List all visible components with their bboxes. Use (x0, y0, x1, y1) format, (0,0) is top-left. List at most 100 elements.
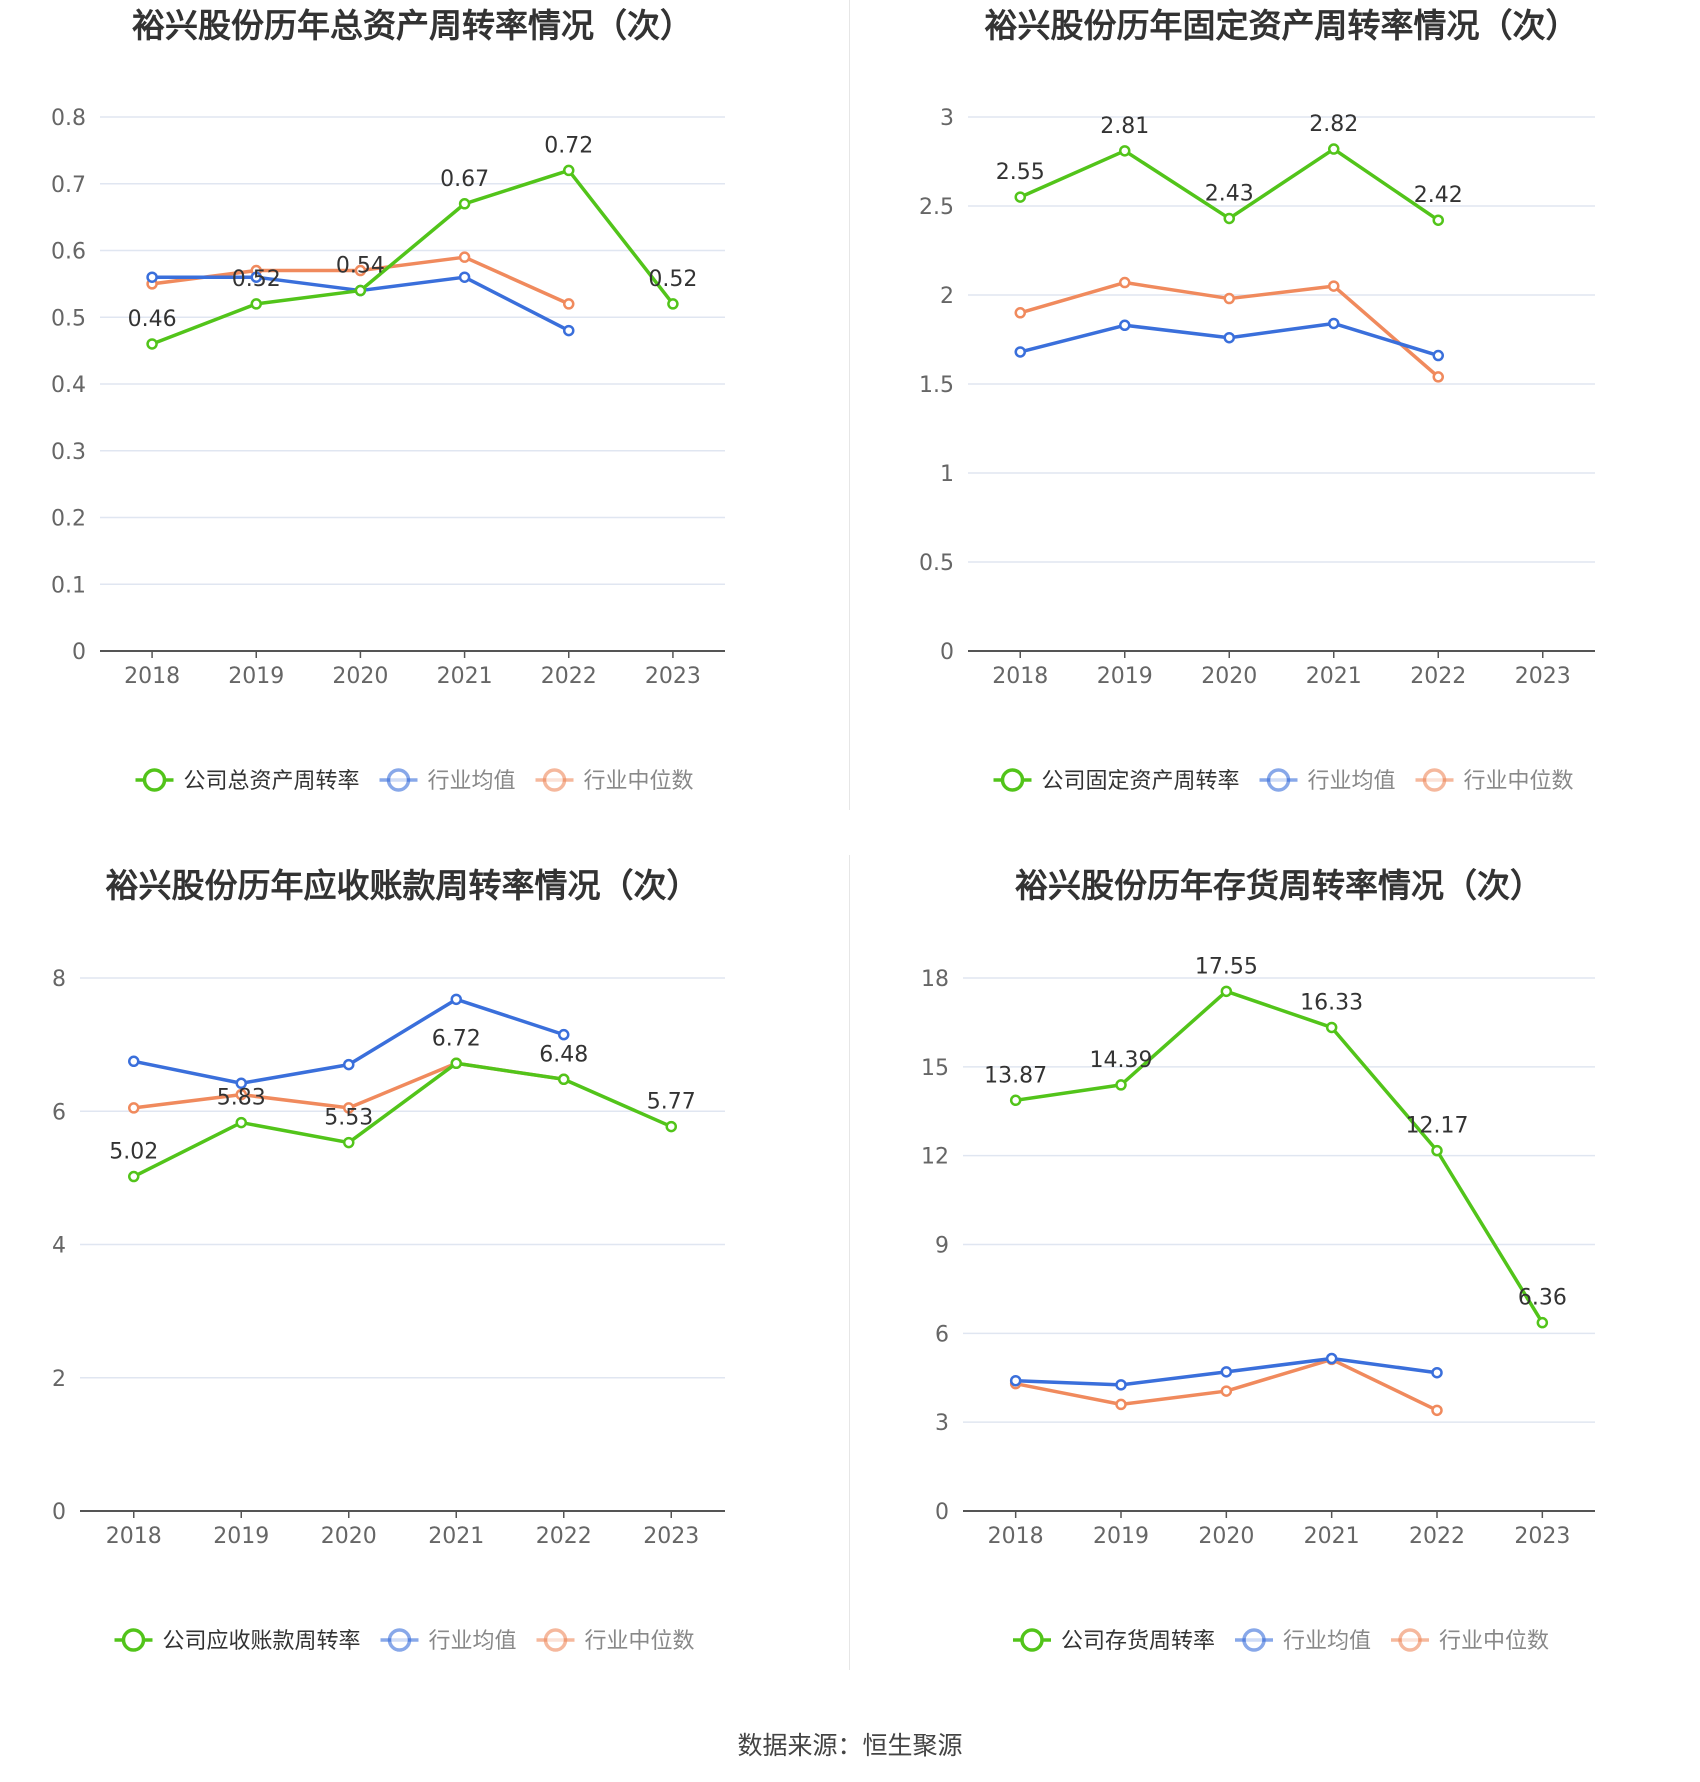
legend-label: 行业均值 (429, 1629, 517, 1654)
data-label: 17.55 (1195, 954, 1258, 979)
chart-fixed-asset-turnover: 裕兴股份历年固定资产周转率情况（次） 0 0.5 1 1.5 2 2.5 3 2018 2019 2… (850, 0, 1700, 860)
chart-svg: 裕兴股份历年存货周转率情况（次） 0 3 6 9 12 15 18 2018 2019 2020 20… (921, 866, 1595, 1654)
legend-swatch-marker (142, 768, 167, 792)
y-tick-label: 0.3 (51, 440, 86, 465)
x-tick-label: 2019 (213, 1524, 269, 1549)
legend-swatch-marker (1266, 768, 1291, 792)
chart-svg: 裕兴股份历年固定资产周转率情况（次） 0 0.5 1 1.5 2 2.5 3 2018 2019 2… (919, 6, 1595, 794)
data-point (250, 298, 262, 310)
data-point (1431, 1404, 1443, 1417)
legend-label: 行业均值 (1308, 769, 1396, 794)
legend-swatch-marker (542, 768, 567, 792)
y-tick-label: 2.5 (919, 195, 954, 220)
data-point (1119, 319, 1131, 332)
data-point (128, 1170, 140, 1183)
data-label: 12.17 (1406, 1114, 1469, 1139)
data-point (1325, 1021, 1338, 1034)
data-point (235, 1116, 247, 1129)
data-point (1431, 1366, 1443, 1379)
y-tick-label: 9 (935, 1234, 949, 1259)
legend-item: 行业均值 (1259, 768, 1396, 794)
y-tick-label: 1.5 (919, 373, 954, 398)
x-tick-label: 2019 (228, 664, 284, 689)
x-tick-label: 2021 (1304, 1524, 1360, 1549)
data-point (1223, 212, 1235, 225)
legend-item: 行业均值 (379, 768, 516, 794)
legend-swatch-marker (1000, 768, 1025, 792)
data-label: 2.55 (996, 160, 1045, 185)
y-tick-label: 0 (52, 1500, 66, 1525)
y-tick-label: 0.1 (51, 573, 86, 598)
data-point (558, 1073, 570, 1086)
series-line (1015, 989, 1544, 1324)
data-label: 0.46 (128, 307, 177, 332)
x-tick-label: 2019 (1093, 1524, 1149, 1549)
data-point (146, 271, 158, 283)
x-tick-label: 2020 (1198, 1524, 1254, 1549)
data-label: 14.39 (1090, 1048, 1153, 1073)
data-label: 6.72 (432, 1026, 481, 1051)
data-label: 5.83 (217, 1086, 266, 1111)
x-tick-label: 2018 (992, 664, 1048, 689)
x-tick-label: 2023 (643, 1524, 699, 1549)
data-point (563, 298, 575, 310)
data-label: 0.52 (232, 267, 281, 292)
legend-item: 行业中位数 (1391, 1628, 1549, 1654)
legend-label: 行业中位数 (1439, 1629, 1549, 1654)
legend-label: 公司应收账款周转率 (163, 1629, 361, 1654)
data-label: 6.36 (1518, 1286, 1567, 1311)
chart-svg: 裕兴股份历年应收账款周转率情况（次） 0 2 4 6 8 2018 2019 2020 2021 2… (52, 866, 725, 1654)
legend-item: 公司应收账款周转率 (114, 1628, 361, 1654)
legend-label: 公司存货周转率 (1061, 1629, 1215, 1654)
data-label: 16.33 (1300, 990, 1363, 1015)
y-tick-label: 3 (940, 106, 954, 131)
x-tick-label: 2018 (988, 1524, 1044, 1549)
series-line (151, 168, 675, 346)
data-point (665, 1120, 677, 1133)
data-label: 5.77 (647, 1090, 696, 1115)
y-tick-label: 0.6 (51, 240, 86, 265)
legend-item: 行业中位数 (536, 1628, 695, 1654)
y-tick-label: 0.5 (51, 306, 86, 331)
x-tick-label: 2018 (106, 1524, 162, 1549)
data-point (1119, 145, 1131, 157)
x-tick-label: 2020 (1201, 664, 1257, 689)
y-tick-label: 12 (921, 1145, 949, 1170)
x-tick-label: 2020 (321, 1524, 377, 1549)
x-tick-label: 2023 (1514, 1524, 1570, 1549)
y-tick-label: 3 (935, 1411, 949, 1436)
x-tick-label: 2021 (437, 664, 493, 689)
legend-label: 公司固定资产周转率 (1042, 769, 1240, 794)
legend-label: 公司总资产周转率 (184, 769, 360, 794)
data-label: 5.53 (324, 1106, 373, 1131)
data-point (667, 298, 679, 310)
data-point (1009, 1094, 1022, 1107)
data-point (1014, 346, 1026, 358)
legend-swatch-marker (1020, 1628, 1044, 1652)
chart-title: 裕兴股份历年应收账款周转率情况（次） (106, 866, 700, 905)
legend-swatch-marker (387, 1628, 412, 1652)
data-point (128, 1102, 140, 1114)
data-point (1223, 292, 1235, 305)
legend-label: 行业中位数 (1464, 769, 1574, 794)
chart-total-asset-turnover: 裕兴股份历年总资产周转率情况（次） 0 0.1 0.2 0.3 0.4 0.5 0.6 0.7 0… (0, 0, 850, 860)
x-tick-label: 2023 (645, 664, 701, 689)
data-label: 2.82 (1309, 112, 1358, 137)
legend-swatch-marker (543, 1628, 568, 1652)
x-tick-label: 2022 (536, 1524, 592, 1549)
data-point (1328, 143, 1340, 155)
data-label: 0.72 (544, 133, 593, 158)
data-label: 2.42 (1414, 183, 1463, 208)
chart-receivables-turnover: 裕兴股份历年应收账款周转率情况（次） 0 2 4 6 8 2018 2019 2020 2021 2… (0, 860, 850, 1720)
chart-title: 裕兴股份历年存货周转率情况（次） (1015, 866, 1543, 905)
data-point (1009, 1374, 1022, 1387)
chart-svg: 裕兴股份历年总资产周转率情况（次） 0 0.1 0.2 0.3 0.4 0.5 0.6 0.7 0… (51, 6, 725, 794)
data-point (1220, 1385, 1233, 1397)
y-tick-label: 0 (935, 1500, 949, 1525)
chart-title: 裕兴股份历年总资产周转率情况（次） (132, 6, 693, 45)
data-point (343, 1136, 355, 1149)
data-point (354, 264, 367, 277)
legend-swatch-marker (1242, 1628, 1266, 1652)
legend-label: 行业均值 (1283, 1629, 1371, 1654)
data-point (458, 251, 471, 263)
